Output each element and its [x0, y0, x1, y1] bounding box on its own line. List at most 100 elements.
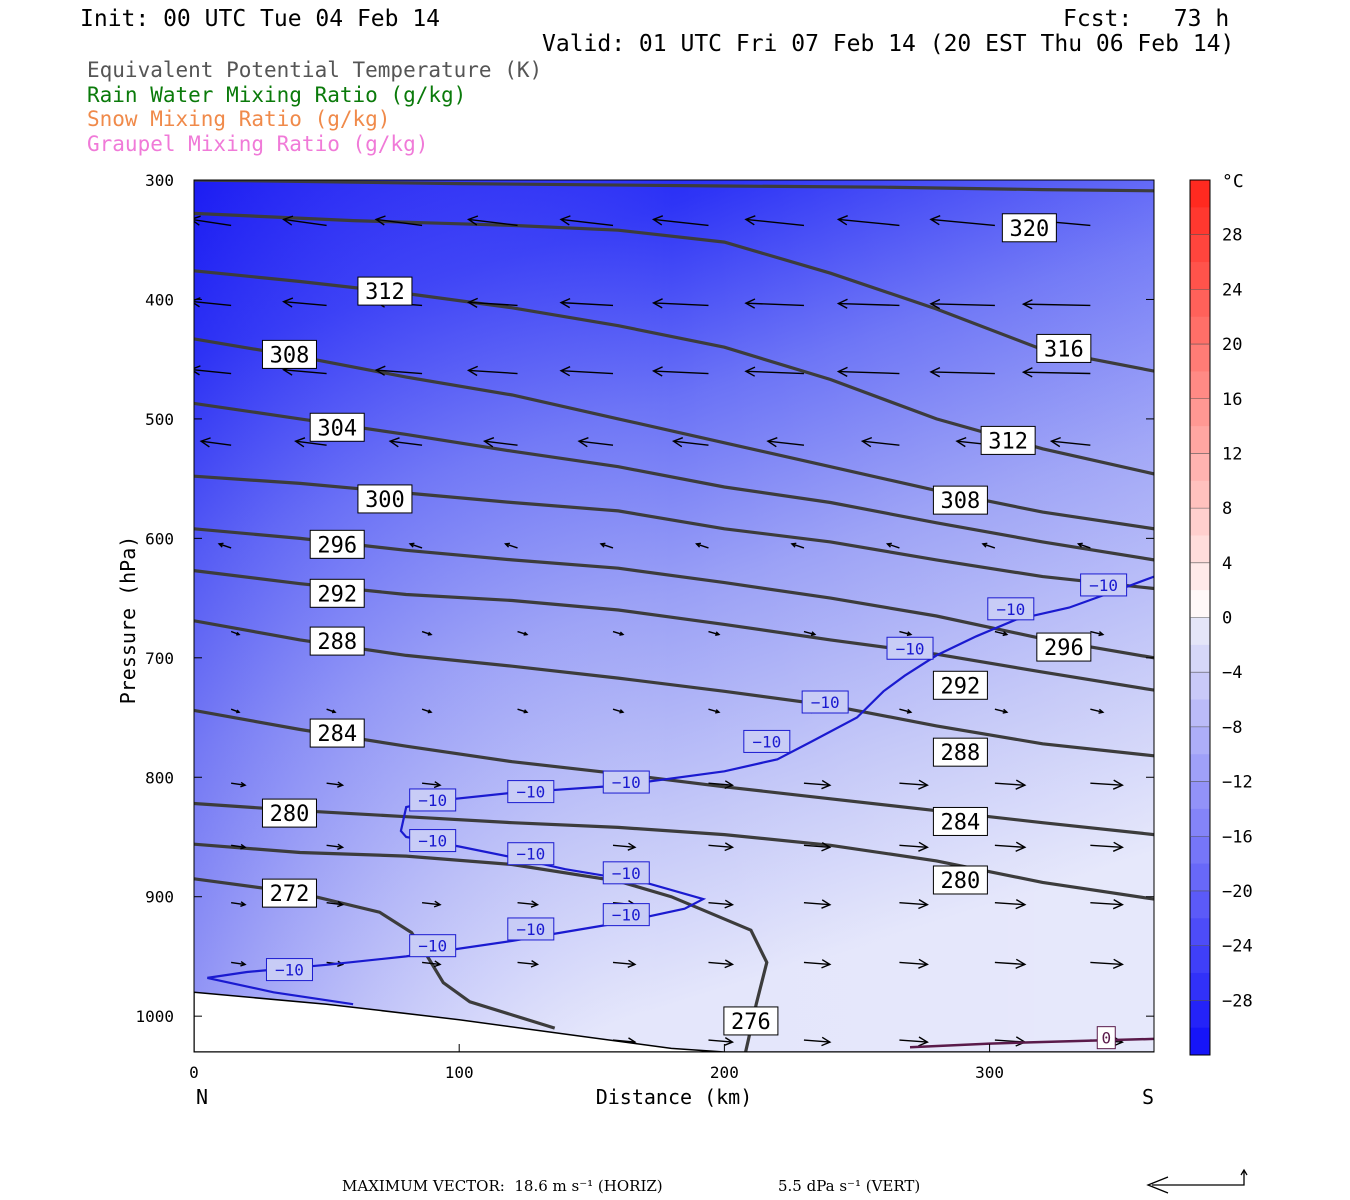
wind-arrow-shaft — [1023, 371, 1091, 375]
wind-arrow — [517, 630, 529, 636]
wind-arrow — [231, 843, 247, 850]
wind-arrow-head — [337, 960, 345, 967]
wind-arrow — [374, 215, 423, 227]
wind-arrow — [994, 958, 1027, 969]
wind-arrow-head — [724, 899, 735, 909]
wind-arrow — [790, 542, 805, 549]
label-box — [265, 958, 313, 982]
wind-arrow-head — [715, 709, 721, 714]
y-tick-label: 600 — [145, 529, 174, 548]
colorbar-segment — [1190, 699, 1210, 728]
label-text: −10 — [516, 920, 545, 939]
wind-arrow-shaft — [612, 630, 624, 636]
colorbar-tick-label: −24 — [1222, 937, 1253, 957]
label-box — [980, 425, 1036, 455]
colorbar-segment — [1190, 1027, 1210, 1056]
label-text: 284 — [317, 722, 357, 747]
label-text: 0 — [1101, 1029, 1111, 1048]
wind-arrow-head — [860, 436, 873, 448]
wind-arrow-head — [627, 959, 637, 968]
wind-arrow-head — [918, 779, 929, 790]
temp-label-minus10: −10 — [265, 958, 313, 982]
wind-arrow-shaft — [218, 543, 232, 549]
theta-e-label-316: 316 — [1036, 333, 1092, 363]
wind-arrow-shaft — [899, 901, 928, 906]
theta-e-label-284: 284 — [932, 806, 988, 836]
wind-arrow-shaft — [930, 371, 995, 375]
theta-e-label-296: 296 — [309, 529, 365, 559]
wind-arrow — [708, 842, 735, 852]
wind-arrow-head — [374, 365, 386, 376]
label-box — [932, 670, 988, 700]
wind-arrow-head — [821, 842, 832, 852]
wind-arrow-head — [724, 959, 735, 969]
wind-arrow-shaft — [767, 440, 805, 446]
colorbar-segment — [1190, 535, 1210, 564]
wind-arrow-shaft — [1090, 782, 1123, 786]
wind-arrow — [929, 366, 995, 378]
theta-e-label-276: 276 — [723, 1006, 779, 1036]
wind-arrow-head — [651, 366, 663, 377]
wind-arrow-shaft — [899, 961, 928, 966]
colorbar-segment — [1190, 562, 1210, 591]
wind-arrow-head — [504, 542, 510, 548]
wind-arrow — [559, 297, 614, 309]
wind-arrow-shaft — [696, 543, 709, 549]
wind-arrow-head — [744, 366, 756, 377]
temp-label-minus10: −10 — [886, 636, 934, 660]
wind-arrow-shaft — [283, 218, 327, 227]
wind-arrow — [408, 542, 423, 549]
wind-arrow-shaft — [612, 708, 624, 713]
label-text: −10 — [1089, 576, 1118, 595]
wind-arrow-head — [1049, 436, 1061, 448]
wind-arrow-head — [466, 297, 478, 309]
wind-arrow — [326, 843, 345, 850]
colorbar-tick-label: 16 — [1222, 390, 1242, 410]
wind-arrow-shaft — [517, 630, 528, 636]
label-box — [409, 934, 457, 958]
label-box — [309, 529, 365, 559]
wind-arrow-head — [408, 542, 415, 548]
wind-arrow-shaft — [201, 440, 232, 446]
colorbar-segment — [1190, 207, 1210, 236]
wind-arrow-head — [715, 631, 721, 636]
wind-arrow — [294, 437, 327, 448]
wind-arrow — [231, 901, 247, 907]
wind-arrow-head — [929, 366, 941, 378]
wind-arrow — [466, 215, 518, 227]
wind-arrow-shaft — [1090, 901, 1123, 906]
label-text: −10 — [612, 864, 641, 883]
label-box — [932, 737, 988, 767]
temp-label-minus10: −10 — [507, 842, 555, 866]
label-text: −10 — [516, 845, 545, 864]
y-tick-label: 800 — [145, 768, 174, 787]
wind-arrow — [282, 215, 327, 227]
wind-arrow-head — [724, 1037, 735, 1046]
wind-arrow-shaft — [994, 782, 1025, 786]
colorbar-segment — [1190, 726, 1210, 755]
colorbar-segment — [1190, 234, 1210, 263]
legend-rain: Rain Water Mixing Ratio (g/kg) — [87, 83, 467, 107]
legend-snow: Snow Mixing Ratio (g/kg) — [87, 107, 391, 131]
label-box — [261, 798, 317, 828]
wind-arrow — [708, 959, 735, 969]
label-box — [409, 788, 457, 812]
temp-label-minus10: −10 — [409, 829, 457, 853]
wind-arrow-head — [559, 215, 571, 226]
theta-e-line-316 — [194, 211, 1154, 373]
wind-arrow — [466, 297, 518, 309]
label-text: 296 — [1044, 636, 1084, 661]
wind-arrow-head — [1015, 779, 1027, 790]
wind-arrow — [803, 1036, 832, 1047]
legend-theta-e: Equivalent Potential Temperature (K) — [87, 58, 543, 82]
y-axis-label: Pressure (hPa) — [116, 536, 140, 705]
label-text: 288 — [941, 741, 981, 766]
wind-arrow — [899, 779, 929, 790]
label-box — [723, 1006, 779, 1036]
wind-arrow-head — [744, 298, 756, 309]
wind-arrow-shaft — [612, 961, 636, 966]
x-axis-label: Distance (km) — [596, 1085, 753, 1109]
wind-arrow — [612, 842, 637, 851]
wind-arrow-head — [918, 958, 929, 969]
wind-arrow-head — [885, 542, 892, 548]
